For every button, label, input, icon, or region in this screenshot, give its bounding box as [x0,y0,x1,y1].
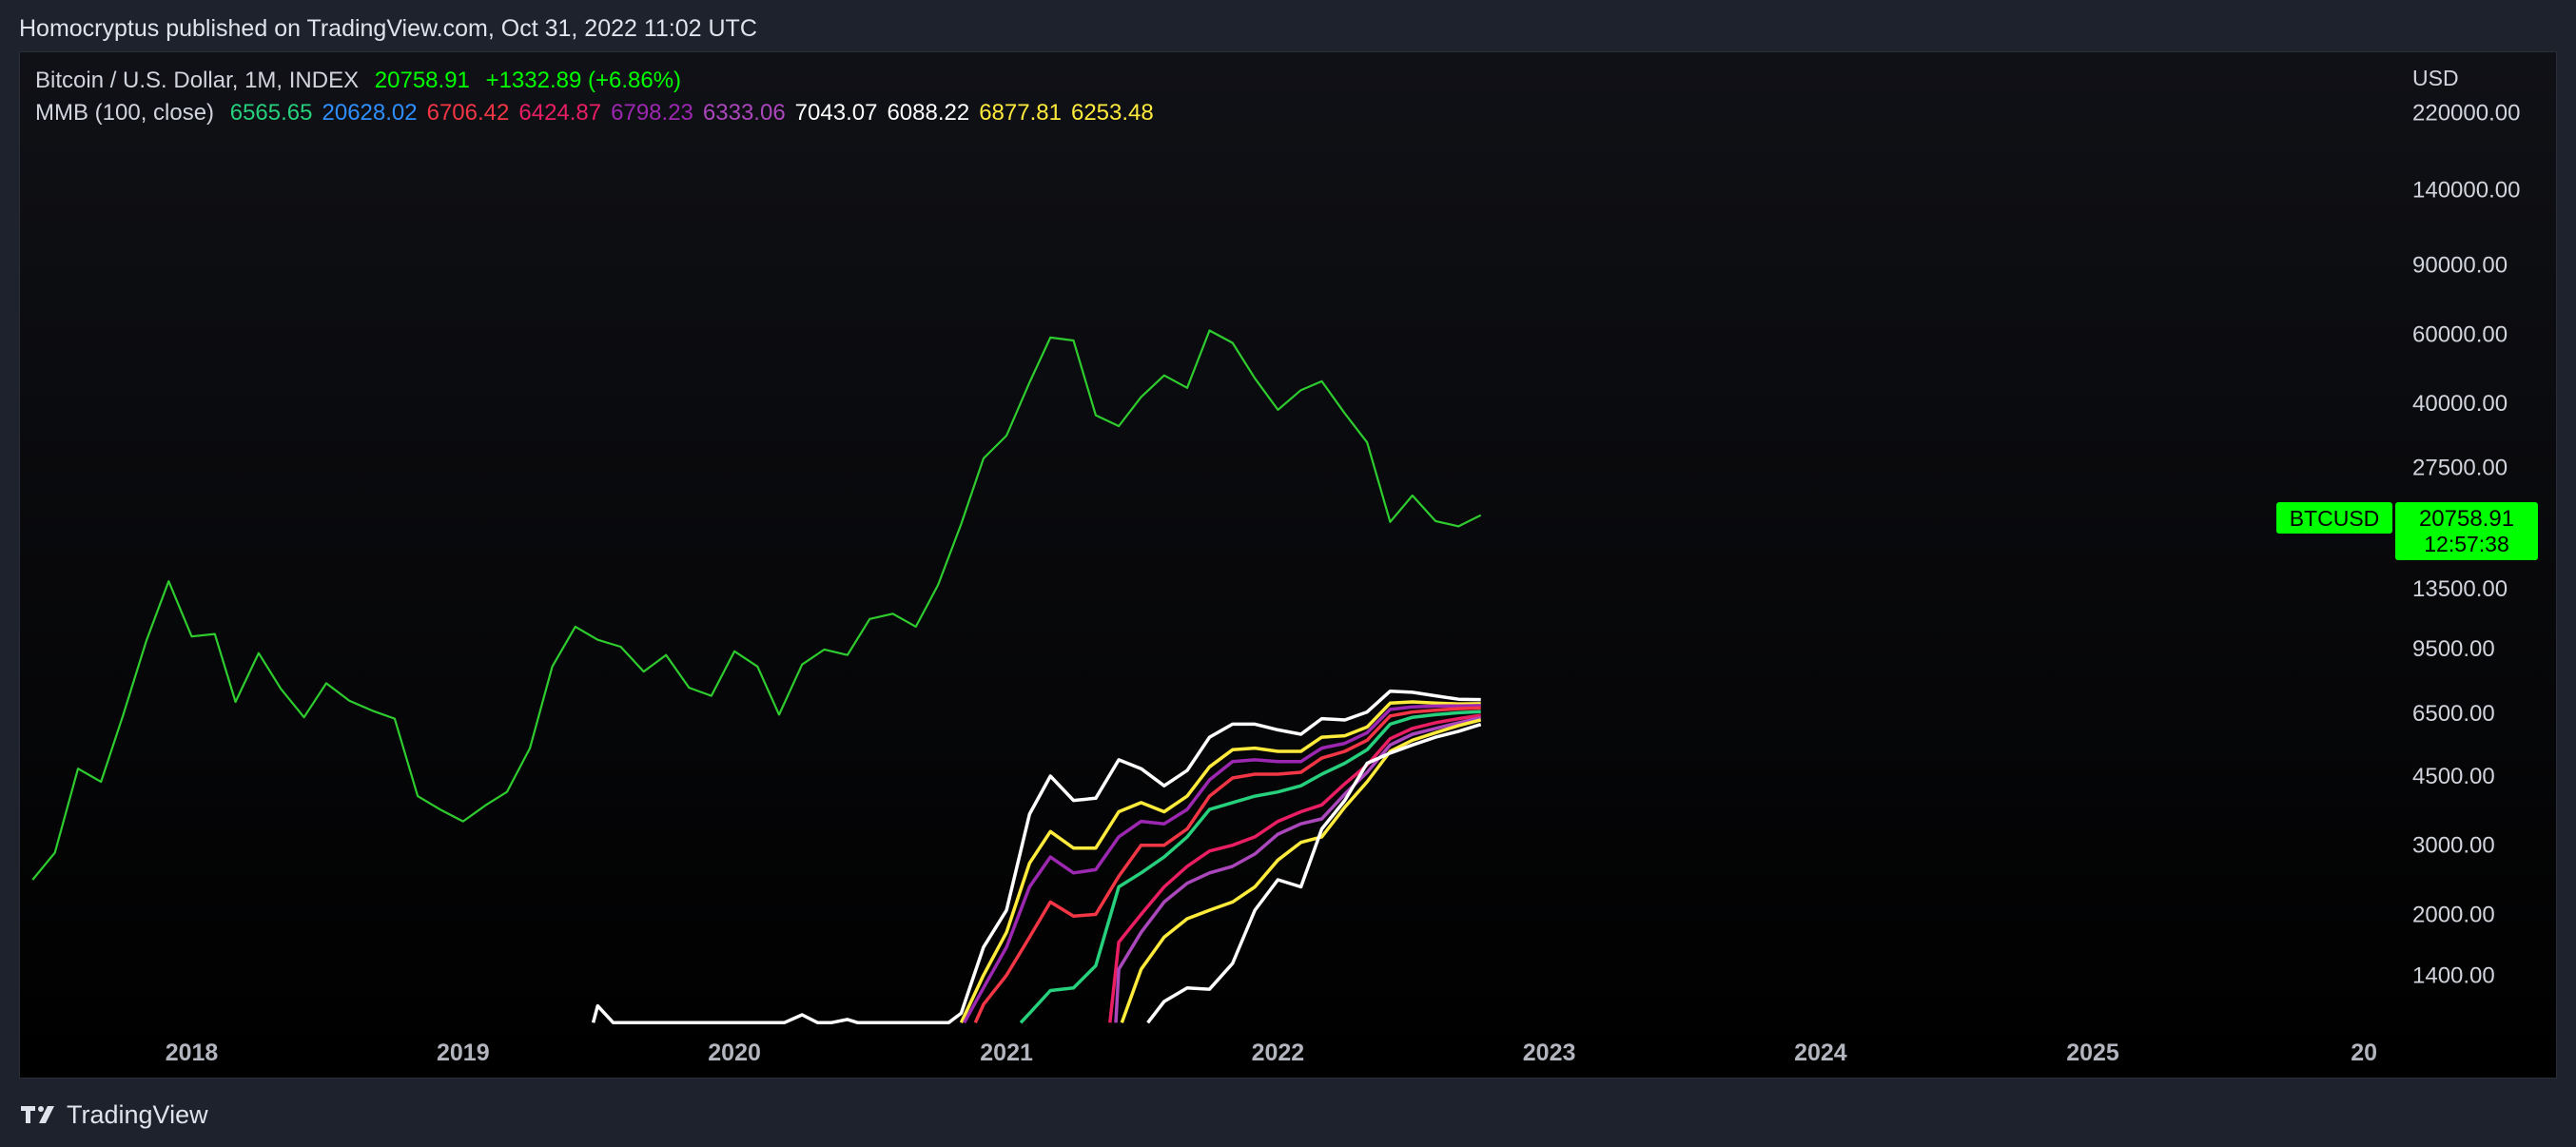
symbol-change: +1332.89 (+6.86%) [485,68,682,93]
indicator-value: 6253.48 [1070,100,1154,126]
y-tick-label: 40000.00 [2412,391,2508,417]
indicator-value: 20628.02 [322,100,418,126]
x-tick-label: 20 [2351,1040,2377,1066]
indicator-value: 6706.42 [426,100,510,126]
indicator-value: 6877.81 [979,100,1062,126]
x-tick-label: 2018 [166,1040,219,1066]
y-tick-label: 9500.00 [2412,636,2495,662]
footer-brand: TradingView [67,1099,208,1129]
price-tag-countdown: 12:57:38 [2424,532,2509,556]
y-tick-label: 140000.00 [2412,177,2520,203]
mmb-band-purple_inner [1114,715,1482,1023]
mmb-band-purple_outer [963,704,1481,1024]
tradingview-logo-icon [21,1106,54,1123]
indicator-value: 6565.65 [229,100,313,126]
price-line [31,329,1482,881]
x-axis[interactable]: 2018 2019 2020 2021 2022 2023 2024 2025 20 [166,1040,2377,1066]
price-chart[interactable]: 2018 2019 2020 2021 2022 2023 2024 2025 20 22000… [20,52,2557,1079]
mmb-band-yellow_inner [1120,718,1482,1023]
y-tick-label: 6500.00 [2412,701,2495,727]
indicator-value: 7043.07 [794,100,878,126]
y-tick-label: 13500.00 [2412,576,2508,602]
symbol-tag-box [2276,502,2392,534]
mmb-band-red_inner [1108,713,1481,1023]
y-tick-label: 2000.00 [2412,902,2495,927]
price-tag-value: 20758.91 [2419,506,2514,532]
y-tick-label: 27500.00 [2412,455,2508,480]
x-tick-label: 2023 [1523,1040,1576,1066]
indicator-value: 6333.06 [702,100,786,126]
mmb-band-yellow_outer [959,700,1481,1024]
publish-header: Homocryptus published on TradingView.com… [19,15,757,42]
x-tick-label: 2019 [437,1040,490,1066]
symbol-tag-label: BTCUSD [2290,506,2380,531]
indicator-value: 6798.23 [611,100,693,126]
currency-label: USD [2412,66,2459,90]
y-tick-label: 90000.00 [2412,253,2508,279]
y-tick-label: 1400.00 [2412,962,2495,988]
y-axis[interactable]: 220000.00 140000.00 90000.00 60000.00 40000.… [2412,100,2520,988]
x-tick-label: 2025 [2066,1040,2119,1066]
indicator-value: 6088.22 [887,100,970,126]
symbol-price: 20758.91 [374,68,470,93]
y-tick-label: 3000.00 [2412,833,2495,859]
mmb-band-white_outer [591,689,1481,1025]
current-price-tag: BTCUSD 20758.91 12:57:38 [2276,502,2538,560]
mmb-band-green [1019,710,1481,1024]
mmb-band-white_inner [1146,723,1482,1024]
x-tick-label: 2022 [1252,1040,1305,1066]
indicator-value: 6424.87 [518,100,602,126]
x-tick-label: 2021 [980,1040,1033,1066]
footer[interactable]: TradingView [19,1096,208,1134]
indicator-title: MMB (100, close) [35,100,215,126]
mmb-bands [591,689,1482,1025]
chart-frame[interactable]: 2018 2019 2020 2021 2022 2023 2024 2025 20 22000… [19,51,2557,1079]
price-tag-box [2395,502,2538,560]
y-tick-label: 220000.00 [2412,100,2520,126]
x-tick-label: 2020 [708,1040,761,1066]
mmb-band-red_outer [973,706,1481,1024]
symbol-title: Bitcoin / U.S. Dollar, 1M, INDEX [35,68,360,93]
y-tick-label: 60000.00 [2412,321,2508,347]
symbol-legend[interactable]: Bitcoin / U.S. Dollar, 1M, INDEX 20758.9… [35,68,691,94]
indicator-legend[interactable]: MMB (100, close) 6565.65 20628.02 6706.42 6… [35,100,1163,126]
y-tick-label: 4500.00 [2412,764,2495,789]
x-tick-label: 2024 [1794,1040,1847,1066]
price-series [31,329,1482,881]
